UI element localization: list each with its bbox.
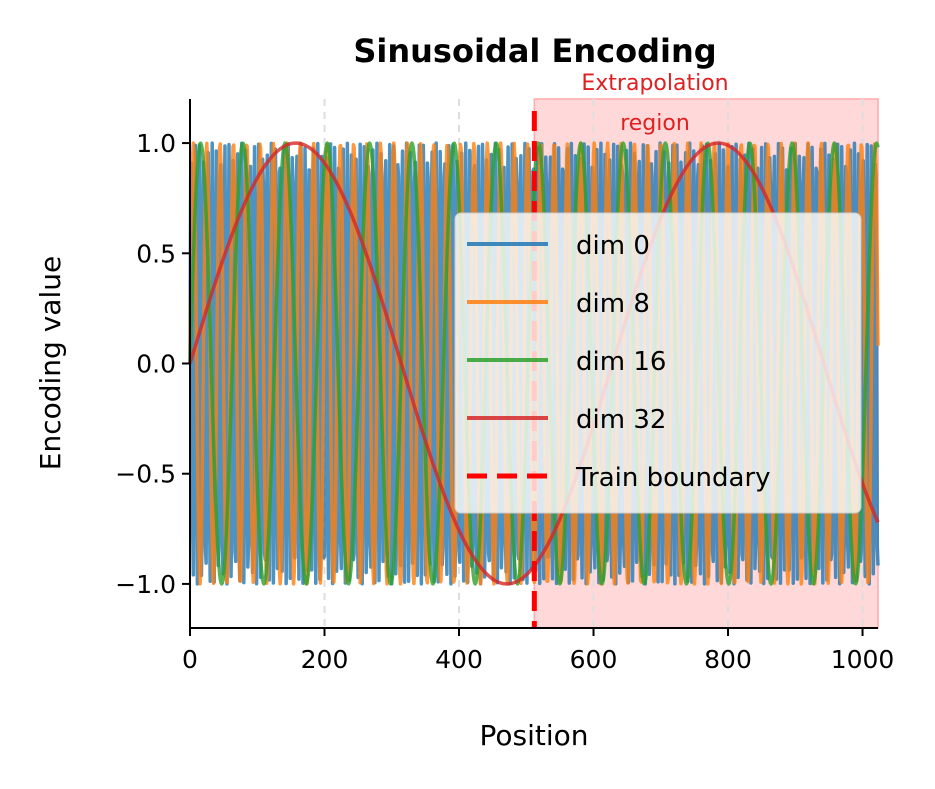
legend: dim 0 dim 8 dim 16 dim 32 Train boundary [454, 212, 862, 514]
x-tick-label: 1000 [831, 645, 895, 674]
x-tick-label: 0 [182, 645, 198, 674]
x-axis-label: Position [479, 719, 588, 752]
chart-title: Sinusoidal Encoding [353, 32, 716, 70]
x-tick-label: 800 [704, 645, 752, 674]
y-tick-label: −0.5 [115, 460, 176, 489]
legend-label: dim 32 [576, 405, 666, 435]
region-label-line2: region [620, 111, 690, 136]
region-label-line1: Extrapolation [581, 71, 728, 96]
y-tick-label: 0.0 [136, 350, 176, 379]
legend-label: Train boundary [575, 463, 771, 493]
x-tick-label: 400 [435, 645, 483, 674]
y-tick-label: 0.5 [136, 239, 176, 268]
x-tick-label: 200 [301, 645, 349, 674]
legend-label: dim 16 [576, 347, 666, 377]
y-axis-label: Encoding value [34, 256, 67, 470]
y-tick-label: −1.0 [115, 570, 176, 599]
x-tick-label: 600 [570, 645, 618, 674]
y-tick-label: 1.0 [136, 129, 176, 158]
legend-label: dim 8 [576, 289, 650, 319]
legend-label: dim 0 [576, 231, 650, 261]
legend-box [454, 212, 862, 514]
